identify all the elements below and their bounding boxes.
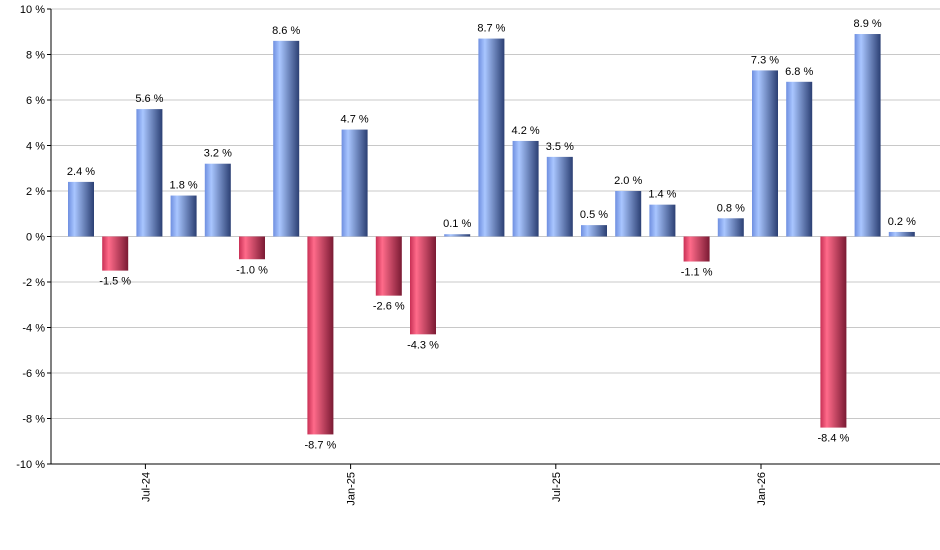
bars [68, 34, 915, 435]
bar [136, 109, 163, 237]
y-tick-label: 10 % [20, 4, 45, 16]
bar [854, 34, 881, 237]
bar [546, 156, 573, 237]
bar [752, 70, 778, 237]
bar [273, 40, 300, 237]
bar [683, 236, 710, 262]
data-label: 3.5 % [546, 141, 574, 153]
data-label: 1.8 % [170, 180, 198, 192]
x-tick-label: Jul-24 [140, 472, 152, 502]
y-tick-label: 6 % [26, 95, 45, 107]
bar [341, 129, 368, 237]
y-tick-label: 2 % [26, 186, 45, 198]
bar [102, 236, 129, 271]
y-tick-label: 0 % [26, 232, 45, 244]
data-label: 0.2 % [888, 216, 916, 228]
y-tick-label: -4 % [22, 323, 45, 335]
bar [717, 218, 744, 237]
bar [204, 163, 231, 237]
data-label: 4.7 % [341, 114, 369, 126]
bar [888, 231, 915, 237]
bar [410, 236, 436, 335]
data-label: -1.5 % [99, 276, 131, 288]
bar [478, 38, 505, 237]
data-label: 8.7 % [477, 23, 505, 35]
data-label: 0.8 % [717, 202, 745, 214]
data-label: -1.0 % [236, 264, 268, 276]
x-tick-label: Jul-25 [551, 472, 563, 502]
data-label: -2.6 % [373, 301, 405, 313]
x-tick-label: Jan-25 [346, 472, 358, 506]
bar [307, 236, 334, 435]
y-tick-label: -2 % [22, 277, 45, 289]
data-label: 8.6 % [272, 25, 300, 37]
y-tick-label: -10 % [16, 459, 45, 471]
bar [239, 236, 265, 260]
data-labels: 2.4 % -1.5 % 5.6 % 1.8 % 3.2 % -1.0 % 8.6 % -8.… [67, 18, 916, 451]
data-label: 5.6 % [135, 93, 163, 105]
x-tick-label: Jan-26 [756, 472, 768, 506]
data-label: 4.2 % [512, 125, 540, 137]
y-axis-ticks: -10 % -8 % -6 % -4 % -2 % 0 % 2 % 4 % 6 % 8 % 10 % [16, 4, 51, 471]
bar [820, 236, 847, 428]
bar [375, 236, 402, 296]
y-tick-label: -8 % [22, 414, 45, 426]
data-label: 2.0 % [614, 175, 642, 187]
y-tick-label: -6 % [22, 368, 45, 380]
bar [786, 81, 813, 237]
data-label: -4.3 % [407, 339, 439, 351]
y-tick-label: 8 % [26, 50, 45, 62]
bar [512, 140, 539, 237]
data-label: 0.5 % [580, 209, 608, 221]
bar [649, 204, 676, 237]
data-label: 7.3 % [751, 54, 779, 66]
bar [615, 191, 642, 237]
axes [50, 9, 940, 465]
data-label: -8.4 % [818, 433, 850, 445]
data-label: 0.1 % [443, 218, 471, 230]
data-label: 3.2 % [204, 148, 232, 160]
bar [68, 181, 94, 237]
data-label: -1.1 % [681, 267, 713, 279]
data-label: 1.4 % [648, 189, 676, 201]
data-label: -8.7 % [305, 439, 337, 451]
x-axis-ticks: Jul-24 Jan-25 Jul-25 Jan-26 [140, 464, 768, 506]
bar [170, 195, 197, 237]
bar [444, 234, 471, 237]
data-label: 6.8 % [785, 66, 813, 78]
bar [581, 225, 607, 237]
y-tick-label: 4 % [26, 141, 45, 153]
data-label: 2.4 % [67, 166, 95, 178]
data-label: 8.9 % [854, 18, 882, 30]
